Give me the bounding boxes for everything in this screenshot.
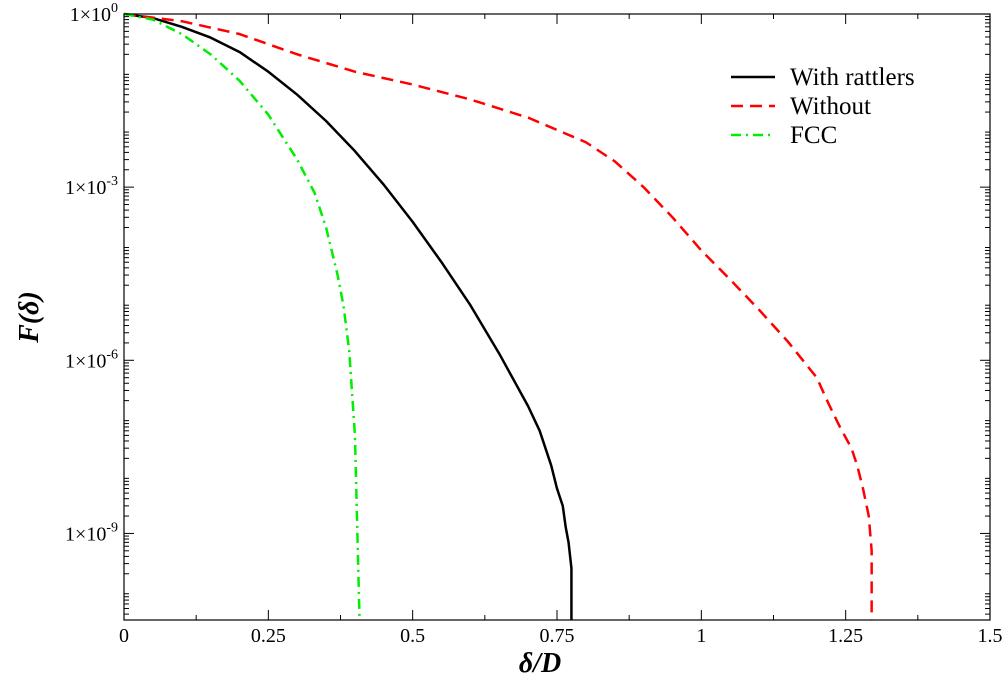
- series-layer: [123, 12, 873, 621]
- y-tick-label: 1×10-9: [65, 520, 118, 545]
- x-tick-label: 1: [696, 625, 706, 647]
- legend: With rattlers Without FCC: [731, 64, 915, 149]
- x-tick-label: 1.5: [978, 625, 1003, 647]
- x-axis-title: δ/D: [519, 648, 561, 679]
- y-tick-label: 1×10-3: [65, 174, 118, 199]
- tick-layer: [123, 13, 991, 620]
- series-line-fcc: [123, 12, 361, 621]
- legend-label-fcc: FCC: [790, 122, 837, 149]
- x-tick-label: 0.75: [540, 625, 575, 647]
- x-tick-label: 0.25: [251, 625, 286, 647]
- x-tick-label: 0.5: [400, 625, 425, 647]
- x-tick-label: 0: [119, 625, 129, 647]
- legend-label-with-rattlers: With rattlers: [790, 64, 915, 91]
- legend-label-without: Without: [790, 93, 871, 120]
- tick-label-layer: 0 0.25 0.5 0.75 1 1.25 1.5 1×100 1×10-3 1×10-6 1×1…: [65, 1, 1002, 647]
- y-tick-label: 1×10-6: [65, 347, 118, 372]
- y-tick-label: 1×100: [70, 1, 118, 26]
- x-tick-label: 1.25: [828, 625, 863, 647]
- series-line-without: [123, 12, 873, 620]
- series-line-with-rattlers: [123, 12, 573, 620]
- y-axis-title: F(δ): [14, 291, 45, 344]
